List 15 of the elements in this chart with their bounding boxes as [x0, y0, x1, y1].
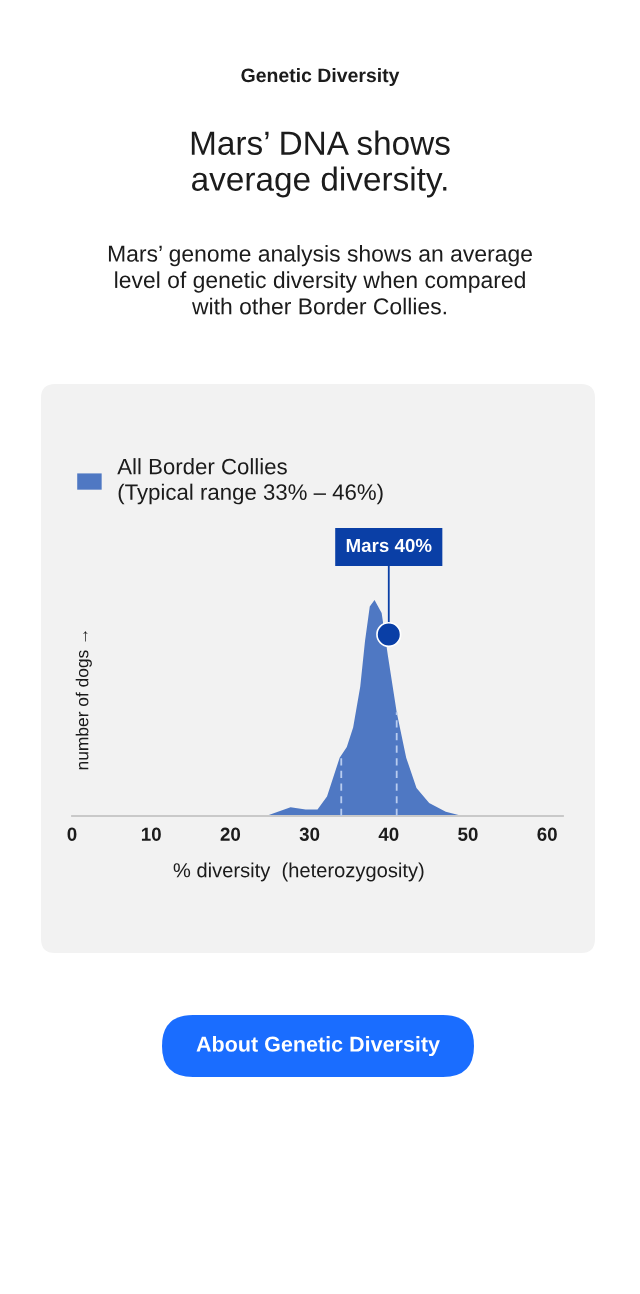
- x-tick-label: 0: [67, 827, 77, 841]
- legend-label: All Border Collies (Typical range 33% – 46%): [117, 458, 383, 505]
- text: About Genetic Diversity: [196, 1035, 440, 1057]
- x-tick-label: 10: [141, 827, 161, 841]
- x-tick-label: 50: [458, 827, 478, 841]
- x-tick-label: 30: [299, 827, 320, 841]
- annotation: Mars 40%: [346, 538, 432, 553]
- x-tick-label: 40: [378, 827, 399, 841]
- text: Mars’ genome analysis shows an average level of genetic diversity when compared with other Border Collies.: [108, 244, 532, 315]
- y-axis-title: number of dogs →: [75, 631, 92, 770]
- chart-subtitle: Mars’ DNA shows average diversity.: [191, 130, 450, 198]
- x-axis-title: % diversity (heterozygosity): [173, 862, 424, 882]
- chart-title: Genetic Diversity: [241, 67, 400, 87]
- x-tick-label: 60: [537, 827, 557, 841]
- x-tick-label: 20: [220, 827, 241, 841]
